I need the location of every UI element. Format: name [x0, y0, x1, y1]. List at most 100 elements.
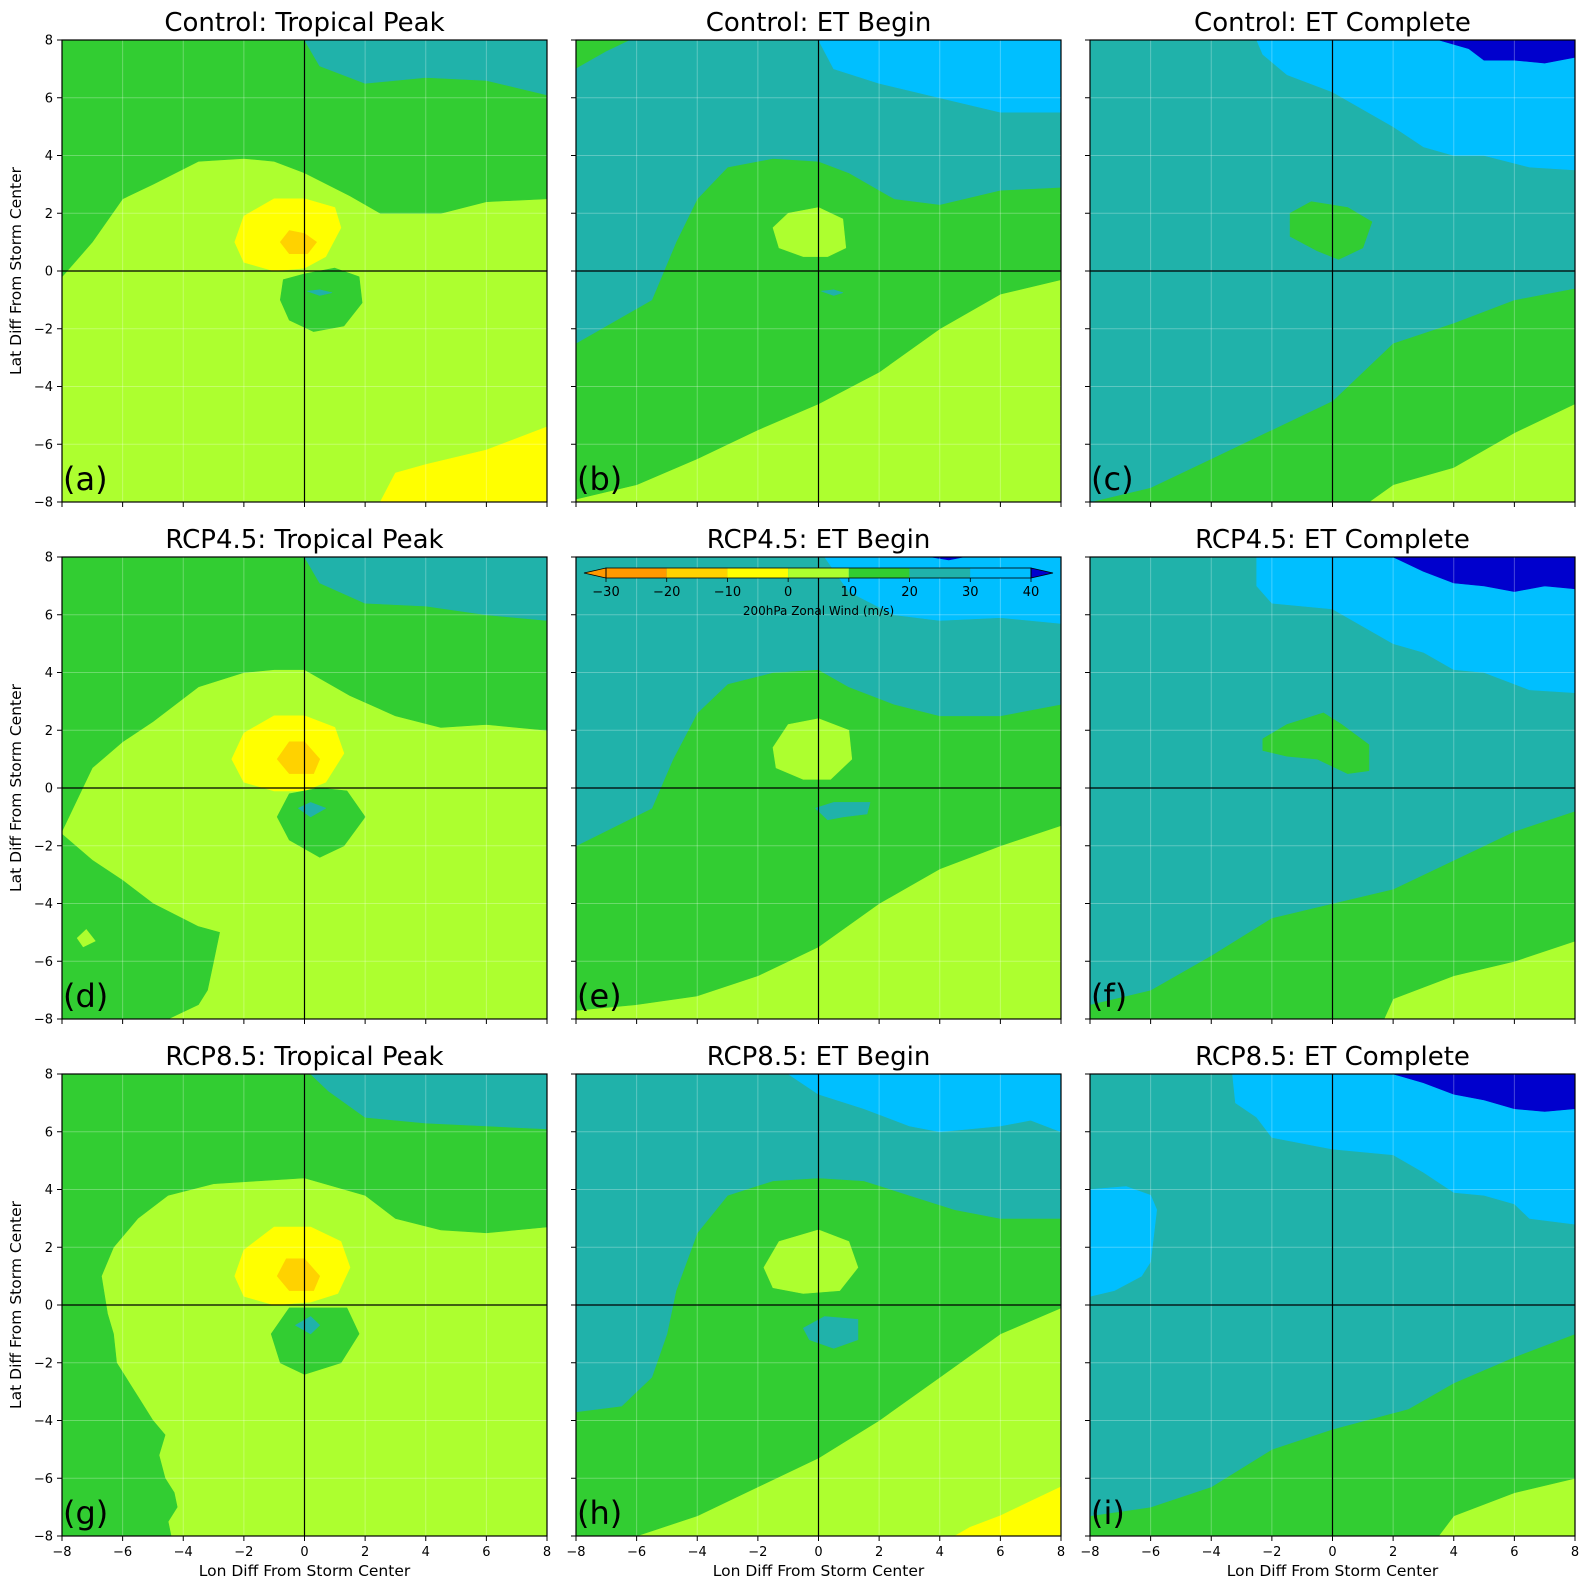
- contour-region-lvl-0-10: [772, 207, 847, 257]
- panel-label: (g): [63, 1494, 108, 1532]
- y-tick-label: 8: [45, 551, 53, 566]
- panel-title: RCP4.5: ET Begin: [707, 525, 931, 555]
- colorbar-segment: [909, 568, 971, 578]
- x-tick-label: 4: [1450, 1545, 1458, 1560]
- contour-region-lvl-10-20: [1289, 201, 1373, 260]
- x-tick-label: −6: [627, 1545, 646, 1560]
- contour-region-lvl-20-30: [821, 289, 844, 296]
- x-axis-label: Lon Diff From Storm Center: [199, 1562, 411, 1580]
- panel-b: Control: ET Begin (b): [571, 8, 1062, 507]
- panel-title: Control: ET Begin: [706, 8, 932, 38]
- panel-label: (a): [63, 460, 108, 498]
- colorbar-segment: [970, 568, 1031, 578]
- x-tick-label: −4: [688, 1545, 707, 1560]
- colorbar-tick-label: 40: [1023, 585, 1040, 600]
- contour-region-lvl-10-20: [62, 1074, 547, 1536]
- colorbar-tick-label: 30: [962, 585, 979, 600]
- contour-region-lvl-gt-40: [1392, 1074, 1575, 1112]
- contour-region-lvl-20-30: [815, 802, 871, 821]
- contour-region-lvl-20-30: [802, 1316, 859, 1349]
- y-tick-label: −2: [34, 839, 53, 854]
- y-tick-label: 8: [45, 1068, 53, 1083]
- panel-g: −8 −6 −4 −2 0 2 4 6 8 Lon Diff From Storm Center 8…: [7, 1042, 551, 1580]
- y-tick-label: −8: [34, 1013, 53, 1028]
- x-tick-label: 4: [936, 1545, 944, 1560]
- colorbar-segment: [727, 568, 789, 578]
- y-tick-label: −6: [34, 438, 53, 453]
- y-tick-label: 6: [45, 1125, 53, 1140]
- x-tick-label: 8: [1571, 1545, 1579, 1560]
- colorbar-tick-label: 10: [841, 585, 858, 600]
- y-tick-label: −2: [34, 322, 53, 337]
- y-tick-label: −8: [34, 1530, 53, 1545]
- contour-region-lvl-30-40: [1256, 557, 1575, 694]
- contour-region-lvl-10-20: [62, 557, 547, 832]
- contour-region-lvl-20-30: [304, 557, 547, 621]
- panel-c: Control: ET Complete (c): [1085, 8, 1576, 507]
- contour-region-lvl-10-20: [279, 267, 363, 332]
- y-tick-label: −2: [34, 1356, 53, 1371]
- colorbar-segment: [606, 568, 667, 578]
- x-tick-label: 0: [814, 1545, 822, 1560]
- y-tick-label: −4: [34, 897, 53, 912]
- y-tick-label: 4: [45, 149, 53, 164]
- y-tick-label: 4: [45, 1183, 53, 1198]
- x-tick-label: −6: [1141, 1545, 1160, 1560]
- y-tick-label: 2: [45, 724, 53, 739]
- colorbar-tick-label: 20: [901, 585, 918, 600]
- x-tick-label: 2: [1389, 1545, 1397, 1560]
- panel-label: (i): [1091, 1494, 1125, 1532]
- panel-a: 8 6 4 2 0 −2 −4 −6 −8 Lat Diff From Storm Center C…: [7, 8, 548, 511]
- contour-region-lvl-20-30: [310, 1074, 547, 1130]
- y-tick-label: 0: [45, 782, 53, 797]
- contour-region-lvl-30-40: [1256, 40, 1575, 171]
- panel-title: RCP8.5: ET Begin: [707, 1042, 931, 1072]
- y-tick-label: 2: [45, 1241, 53, 1256]
- contour-region-lvl-0-10: [772, 718, 853, 780]
- panel-label: (b): [577, 460, 622, 498]
- x-tick-label: 8: [543, 1545, 551, 1560]
- x-tick-label: −2: [234, 1545, 253, 1560]
- contour-region-lvl-10-20: [270, 1307, 360, 1375]
- panel-title: RCP8.5: ET Complete: [1195, 1042, 1470, 1072]
- y-tick-label: 8: [45, 34, 53, 49]
- contour-region-lvl-20-30: [295, 1316, 321, 1335]
- contour-region-lvl-gt-40: [1392, 557, 1575, 592]
- y-tick-label: 4: [45, 666, 53, 681]
- contour-region-lvl-m20-m10: [276, 741, 321, 774]
- y-tick-label: 0: [45, 1299, 53, 1314]
- contour-region-lvl-30-40: [818, 40, 1061, 113]
- panel-e: RCP4.5: ET Begin (e): [571, 525, 1062, 1024]
- panel-label: (d): [63, 977, 108, 1015]
- panel-title: RCP4.5: Tropical Peak: [165, 525, 443, 555]
- contour-region-lvl-20-30: [304, 40, 547, 96]
- contour-region-lvl-20-30: [307, 289, 333, 296]
- x-tick-label: 6: [996, 1545, 1004, 1560]
- x-tick-label: −6: [113, 1545, 132, 1560]
- ticks: [1085, 1073, 1576, 1541]
- contour-region-lvl-30-40: [1232, 1074, 1575, 1225]
- ticks: [57, 39, 548, 507]
- colorbar-segment: [848, 568, 910, 578]
- contour-region-lvl-m10-0: [379, 426, 547, 502]
- panel-title: Control: ET Complete: [1194, 8, 1471, 38]
- contour-region-lvl-20-30: [576, 40, 1061, 344]
- contour-region-lvl-m10-0: [954, 1486, 1061, 1536]
- contour-region-lvl-0-10: [763, 1229, 859, 1294]
- contour-region-lvl-m20-m10: [279, 230, 317, 254]
- y-tick-label: 6: [45, 91, 53, 106]
- x-tick-label: −2: [1262, 1545, 1281, 1560]
- x-tick-label: 6: [482, 1545, 490, 1560]
- contour-region-lvl-gt-40: [930, 557, 965, 561]
- x-tick-label: −2: [748, 1545, 767, 1560]
- panel-f: RCP4.5: ET Complete (f): [1085, 525, 1576, 1024]
- contour-region-lvl-20-30: [298, 802, 327, 818]
- panel-label: (c): [1091, 460, 1134, 498]
- colorbar-segment: [666, 568, 728, 578]
- ticks: [1085, 39, 1576, 507]
- ticks: [571, 556, 1062, 1024]
- x-tick-label: −4: [174, 1545, 193, 1560]
- contour-region-lvl-0-10: [76, 929, 96, 948]
